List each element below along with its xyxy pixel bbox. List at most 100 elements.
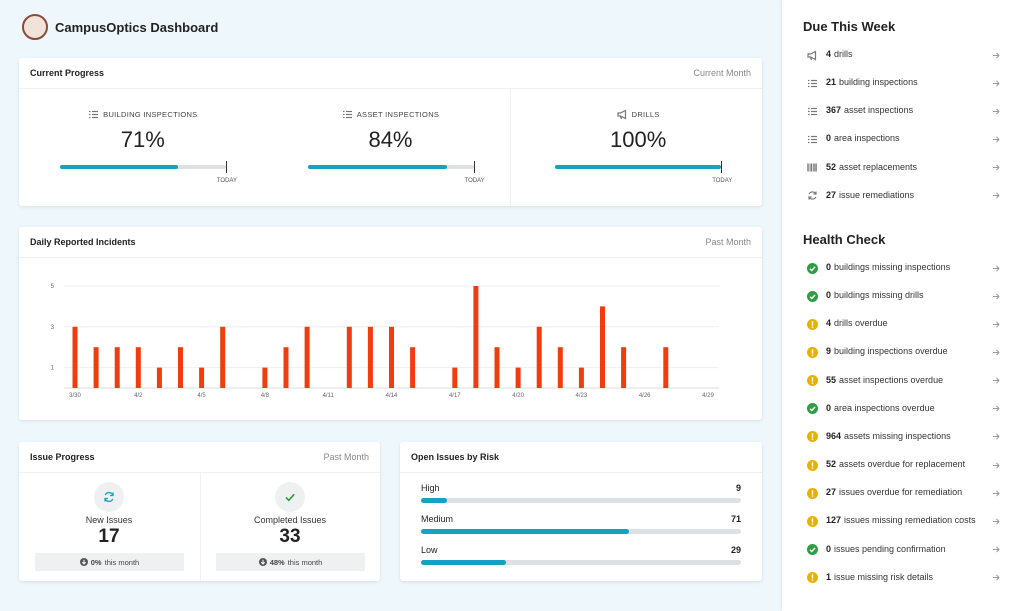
issue-icon [94, 482, 124, 512]
x-tick-label: 3/30 [69, 393, 81, 399]
list-row: 0 buildings missing drills [826, 290, 924, 300]
list-row: 52 asset replacements [826, 162, 917, 172]
bar [114, 347, 120, 388]
change-box: 48% this month [216, 553, 365, 571]
status-glyph [809, 406, 816, 412]
x-tick-label: 4/8 [261, 393, 270, 399]
card-title: Issue Progress [30, 452, 95, 462]
change-value: 0% [90, 557, 102, 567]
card-header: Open Issues by Risk [400, 442, 762, 473]
row-text: asset inspections overdue [839, 374, 944, 385]
risk-track [421, 498, 741, 503]
x-tick-label: 4/29 [702, 393, 714, 399]
risk-fill [421, 498, 448, 503]
status-icon [807, 290, 818, 302]
arrow-shape [993, 462, 1000, 468]
today-label: TODAY [712, 178, 733, 184]
status-icon [807, 262, 818, 274]
arrow-shape [993, 490, 1000, 497]
change-note: this month [104, 557, 140, 567]
list-row: 127 issues missing remediation costs [826, 515, 976, 525]
card-header: Issue Progress Past Month [19, 442, 380, 473]
today-marker [226, 161, 227, 173]
row-arrow [993, 321, 1000, 328]
risk-track [421, 560, 741, 565]
progress-value: 84% [368, 127, 413, 152]
list-row: 52 assets overdue for replacement [826, 459, 965, 469]
icon [285, 493, 295, 502]
arrow-shape [993, 80, 1000, 86]
status-glyph [809, 547, 816, 553]
bar [494, 347, 500, 388]
icon [342, 110, 352, 119]
bar [663, 347, 669, 388]
row-count: 0 [826, 133, 832, 144]
arrow-shape [993, 265, 1000, 271]
row-count: 4 [826, 318, 832, 329]
issue-icon [275, 482, 305, 512]
today-marker [721, 161, 723, 173]
row-text: issue remediations [839, 189, 915, 200]
section-title: Due This Week [803, 19, 896, 34]
bar [199, 367, 205, 388]
status-glyph [811, 354, 814, 356]
card-title: Current Progress [30, 68, 105, 78]
status-glyph [811, 466, 814, 469]
icon [808, 191, 817, 200]
list-row: 0 issues pending confirmation [826, 544, 946, 554]
arrow-shape [993, 164, 1000, 171]
section-title: Health Check [803, 232, 886, 247]
row-text: issues overdue for remediation [839, 487, 963, 498]
risk-label: Low [421, 545, 438, 555]
x-tick-label: 4/23 [576, 393, 588, 399]
progress-label: BUILDING INSPECTIONS [103, 110, 198, 119]
bar [600, 306, 605, 388]
icon-shape [260, 559, 265, 565]
icon [104, 491, 114, 503]
bar [515, 367, 521, 388]
bar [93, 347, 99, 388]
row-count: 9 [826, 346, 832, 357]
bar [304, 326, 310, 388]
bar [178, 347, 183, 388]
arrow-shape [993, 136, 1000, 143]
status-glyph [811, 489, 814, 495]
status-icon [807, 487, 818, 499]
row-arrow [993, 377, 1000, 384]
progress-label-row: BUILDING INSPECTIONS [19, 109, 267, 120]
arrow-shape [993, 377, 1000, 384]
status-glyph [811, 382, 814, 384]
change-note: this month [287, 557, 323, 567]
icon [807, 163, 817, 172]
risk-count: 71 [730, 514, 741, 524]
row-count: 55 [826, 374, 837, 385]
row-text: assets missing inspections [844, 430, 951, 441]
column-divider [200, 472, 201, 581]
list-row: 55 asset inspections overdue [826, 375, 943, 385]
progress-fill [555, 165, 722, 169]
bar [578, 367, 584, 388]
row-arrow [993, 405, 1000, 412]
bar [72, 326, 78, 388]
list-row: 0 buildings missing inspections [826, 262, 950, 272]
issue-progress-card: Issue Progress Past Month New Issues 17 0% th… [19, 442, 380, 581]
card-title: Open Issues by Risk [411, 452, 500, 462]
list-row: 1 issue missing risk details [826, 572, 933, 582]
card-header: Daily Reported Incidents Past Month [19, 227, 762, 258]
list-row: 9 building inspections overdue [826, 346, 948, 356]
row-count: 0 [826, 290, 832, 301]
arrow-shape [993, 518, 1000, 525]
row-text: building inspections overdue [834, 346, 948, 357]
row-count: 964 [826, 430, 842, 441]
list-row: 4 drills overdue [826, 318, 888, 328]
bar [557, 347, 563, 388]
issue-label: Completed Issues [253, 515, 327, 525]
icon-shape [807, 50, 817, 60]
progress-label-row: DRILLS [514, 109, 762, 120]
status-glyph [811, 574, 814, 579]
row-count: 4 [826, 49, 832, 59]
progress-label: ASSET INSPECTIONS [356, 110, 440, 119]
row-count: 367 [826, 105, 842, 116]
card-period: Past Month [705, 237, 751, 247]
status-icon [807, 572, 818, 584]
